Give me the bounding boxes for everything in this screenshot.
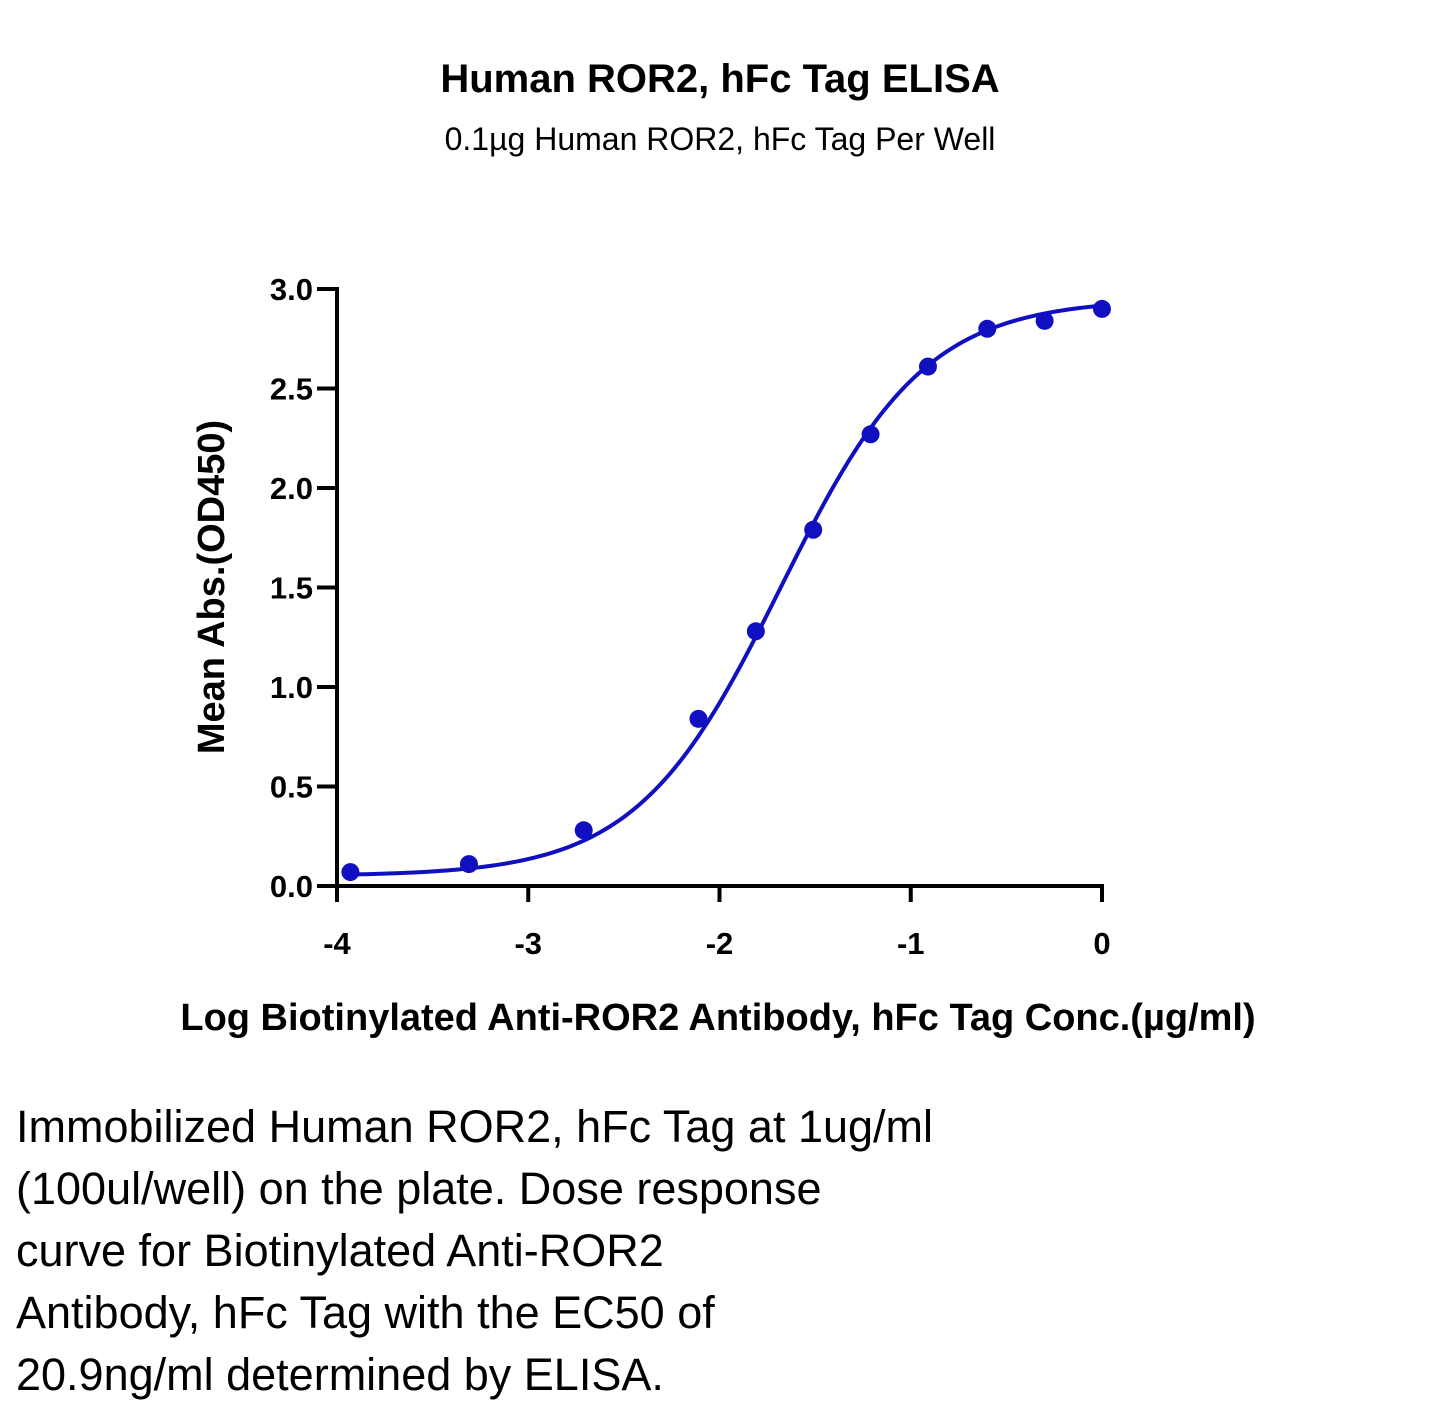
caption-line: Antibody, hFc Tag with the EC50 of bbox=[16, 1287, 715, 1338]
x-tick-label: -3 bbox=[514, 926, 542, 961]
data-point bbox=[1035, 311, 1054, 330]
y-tick-label: 0.0 bbox=[270, 869, 313, 904]
chart-title: Human ROR2, hFc Tag ELISA bbox=[440, 57, 999, 101]
data-point bbox=[978, 319, 997, 338]
y-axis-label: Mean Abs.(OD450) bbox=[191, 420, 233, 754]
data-point bbox=[918, 357, 937, 376]
fit-curve bbox=[350, 303, 1103, 877]
y-tick-label: 3.0 bbox=[270, 272, 313, 307]
caption-line: (100ul/well) on the plate. Dose response bbox=[16, 1163, 822, 1214]
data-point bbox=[689, 709, 708, 728]
y-tick-label: 1.5 bbox=[270, 571, 313, 606]
data-point bbox=[1093, 299, 1111, 318]
y-tick-label: 1.0 bbox=[270, 670, 313, 705]
caption-line: 20.9ng/ml determined by ELISA. bbox=[16, 1349, 664, 1400]
data-point bbox=[804, 520, 823, 539]
data-point bbox=[746, 622, 765, 641]
chart-subtitle: 0.1µg Human ROR2, hFc Tag Per Well bbox=[445, 121, 996, 157]
x-axis-ticks: -4 -3 -2 -1 0 bbox=[323, 886, 1111, 961]
y-tick-label: 2.0 bbox=[270, 471, 313, 506]
data-point bbox=[341, 863, 360, 882]
y-tick-label: 2.5 bbox=[270, 372, 313, 407]
y-tick-label: 0.5 bbox=[270, 770, 313, 805]
x-tick-label: -1 bbox=[897, 926, 925, 961]
x-tick-label: 0 bbox=[1093, 926, 1110, 961]
y-axis-ticks: 0.0 0.5 1.0 1.5 2.0 2.5 3.0 bbox=[270, 272, 337, 904]
caption-line: Immobilized Human ROR2, hFc Tag at 1ug/m… bbox=[16, 1101, 934, 1152]
data-point bbox=[459, 855, 478, 874]
caption-line: curve for Biotinylated Anti-ROR2 bbox=[16, 1225, 664, 1276]
x-tick-label: -4 bbox=[323, 926, 351, 961]
x-tick-label: -2 bbox=[706, 926, 734, 961]
data-point bbox=[574, 821, 593, 840]
elisa-chart: Human ROR2, hFc Tag ELISA 0.1µg Human RO… bbox=[180, 57, 1255, 1039]
figure-caption: Immobilized Human ROR2, hFc Tag at 1ug/m… bbox=[16, 1096, 1416, 1406]
data-point bbox=[861, 425, 880, 444]
axes bbox=[335, 287, 1104, 888]
data-points bbox=[341, 299, 1111, 882]
x-axis-label: Log Biotinylated Anti-ROR2 Antibody, hFc… bbox=[180, 997, 1255, 1039]
